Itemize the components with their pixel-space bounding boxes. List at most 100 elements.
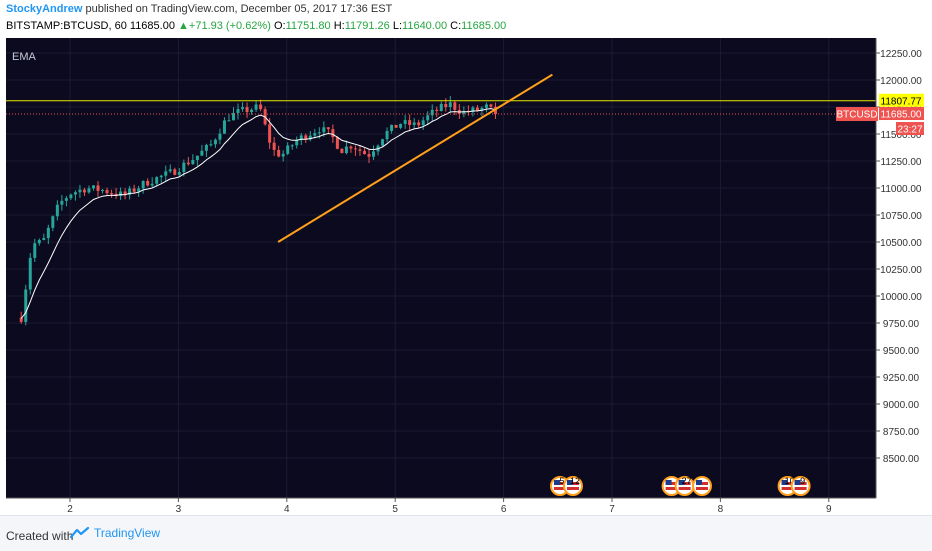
candle-body	[204, 144, 208, 151]
candle-body	[254, 104, 258, 110]
candle-body	[195, 155, 199, 161]
candle-body	[295, 140, 299, 146]
event-marker: 12	[562, 476, 583, 496]
candle-body	[313, 133, 317, 136]
candle-body	[412, 122, 416, 125]
candle-body	[96, 185, 100, 191]
price-tick-label: 11250.00	[881, 157, 922, 168]
flag-stripe	[553, 487, 566, 490]
candle-body	[435, 109, 439, 112]
tradingview-link[interactable]: TradingView	[70, 526, 160, 540]
candle-body	[232, 113, 236, 121]
time-axis[interactable]: 2 3 4 5 6 7 8 9	[67, 498, 832, 515]
event-count: 9	[800, 476, 805, 486]
candle-body	[462, 111, 466, 114]
candle-body	[484, 104, 488, 108]
price-tick-label: 9000.00	[883, 400, 920, 411]
candle-body	[182, 162, 186, 173]
candle-body	[390, 124, 394, 131]
candle-body	[191, 160, 195, 165]
candle-body	[268, 124, 272, 143]
event-count: 12	[570, 476, 580, 486]
candle-body	[421, 120, 425, 126]
indicator-label[interactable]: EMA	[12, 51, 37, 63]
candle-body	[245, 107, 249, 113]
candle-body	[299, 135, 303, 141]
candle-body	[308, 135, 312, 140]
candle-body	[444, 103, 448, 108]
price-tick-label: 9750.00	[883, 319, 920, 330]
candle-body	[37, 239, 41, 244]
candle-body	[489, 104, 493, 107]
candle-body	[123, 191, 127, 195]
candle-body	[110, 193, 114, 195]
trendline[interactable]	[277, 73, 553, 243]
published-text: published on TradingView.com, December 0…	[85, 3, 393, 15]
flag-stripe	[678, 487, 691, 490]
candle-body	[272, 142, 276, 150]
candle-body	[286, 145, 290, 154]
candle-body	[222, 120, 226, 134]
time-tick-label: 6	[501, 504, 507, 515]
price-tick-label: 10750.00	[880, 211, 922, 222]
price-tick-label: 11500.00	[881, 130, 922, 141]
candle-body	[87, 188, 91, 193]
price-tick-label: 9250.00	[883, 373, 920, 384]
candle-body	[91, 185, 95, 189]
candle-body	[453, 102, 457, 110]
event-count: 10	[785, 476, 795, 486]
candle-body	[137, 188, 141, 192]
candle-body	[385, 130, 389, 140]
candle-body	[164, 171, 168, 176]
event-count: 27	[682, 476, 692, 486]
candle-body	[399, 123, 403, 128]
price-axis[interactable]: 12250.0012000.0011750.0011500.0011250.00…	[876, 49, 922, 465]
up-arrow-icon: ▲	[178, 20, 189, 32]
resistance-price: 11807.77	[881, 96, 922, 107]
candle-body	[426, 115, 430, 121]
candle-body	[51, 216, 55, 228]
flag-canton	[566, 480, 573, 485]
footer: Created with TradingView	[0, 515, 932, 551]
flag-canton	[695, 480, 702, 485]
close-value: 11685.00	[461, 20, 507, 32]
candle-body	[241, 107, 245, 110]
candle-body	[60, 200, 64, 205]
price-chart[interactable]: EMA 12250.0012000.0011750.0011500.001125…	[0, 38, 932, 515]
candle-body	[82, 189, 86, 193]
price-tick-label: 9500.00	[883, 346, 920, 357]
price-tick-label: 10250.00	[880, 265, 922, 276]
candle-body	[128, 188, 132, 195]
time-tick-label: 7	[609, 504, 615, 515]
price-tick-label: 8750.00	[883, 427, 920, 438]
flag-stripe	[781, 487, 794, 490]
candle-body	[340, 148, 344, 154]
candle-body	[326, 127, 330, 130]
candle-body	[64, 198, 68, 201]
candle-body	[78, 189, 82, 193]
economic-events: 5 12 27 10 9	[549, 476, 811, 496]
candle-body	[155, 177, 159, 184]
candle-body	[150, 183, 154, 186]
candle-body	[101, 190, 105, 192]
event-marker: 9	[790, 476, 811, 496]
candle-body	[28, 257, 32, 290]
candle-body	[19, 317, 23, 322]
candle-body	[367, 154, 371, 157]
tradingview-logo-icon	[70, 527, 90, 539]
candle-body	[200, 150, 204, 156]
candle-body	[358, 149, 362, 151]
candle-body	[335, 137, 339, 149]
price-tick-label: 11000.00	[881, 184, 922, 195]
candle-body	[344, 146, 348, 154]
candle-body	[281, 153, 285, 157]
author-link[interactable]: StockyAndrew	[6, 3, 83, 15]
candle-body	[173, 169, 177, 175]
low-value: 11640.00	[402, 20, 448, 32]
ema-line	[20, 108, 496, 319]
plot-area[interactable]	[6, 38, 876, 498]
candle-body	[331, 129, 335, 138]
time-tick-label: 8	[718, 504, 724, 515]
candle-body	[322, 127, 326, 133]
high-label: H:	[333, 20, 345, 32]
